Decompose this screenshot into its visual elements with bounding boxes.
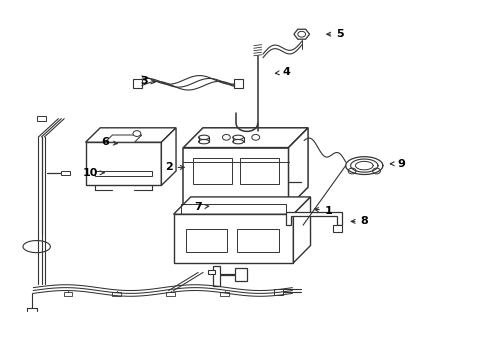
Polygon shape [161, 128, 176, 185]
Ellipse shape [232, 135, 243, 140]
Polygon shape [85, 128, 176, 142]
Ellipse shape [198, 135, 209, 140]
Polygon shape [288, 128, 307, 207]
Circle shape [372, 168, 380, 174]
Bar [220, 292, 228, 296]
Bar [183, 148, 288, 207]
Ellipse shape [232, 139, 243, 144]
Text: 4: 4 [275, 67, 289, 77]
Ellipse shape [198, 139, 209, 144]
Bar [133, 79, 142, 88]
Bar [193, 158, 232, 184]
Text: 8: 8 [350, 216, 367, 226]
Bar [63, 292, 72, 296]
Bar [273, 289, 282, 295]
Text: 6: 6 [101, 137, 117, 147]
Bar [37, 116, 46, 121]
Circle shape [222, 135, 230, 140]
Polygon shape [207, 270, 215, 274]
Text: 2: 2 [164, 162, 184, 172]
Text: 3: 3 [140, 76, 155, 86]
Bar [112, 292, 121, 296]
Bar [85, 142, 161, 185]
Text: 9: 9 [389, 159, 404, 169]
Bar [233, 79, 242, 88]
Polygon shape [332, 225, 342, 232]
Polygon shape [285, 212, 342, 225]
Bar [185, 229, 227, 252]
Text: 5: 5 [326, 29, 343, 39]
Polygon shape [183, 128, 307, 148]
Polygon shape [173, 197, 310, 214]
Bar [61, 171, 70, 175]
Text: 7: 7 [194, 202, 208, 212]
Text: 10: 10 [82, 168, 104, 178]
Polygon shape [212, 266, 246, 286]
Bar [239, 158, 278, 184]
Polygon shape [105, 135, 142, 142]
Bar [173, 214, 293, 263]
Circle shape [133, 131, 141, 136]
Circle shape [347, 168, 355, 174]
Circle shape [297, 31, 305, 37]
Text: 1: 1 [314, 206, 332, 216]
Polygon shape [293, 197, 310, 263]
Bar [95, 171, 151, 176]
Circle shape [251, 135, 259, 140]
Bar [166, 292, 175, 296]
Bar [237, 229, 278, 252]
